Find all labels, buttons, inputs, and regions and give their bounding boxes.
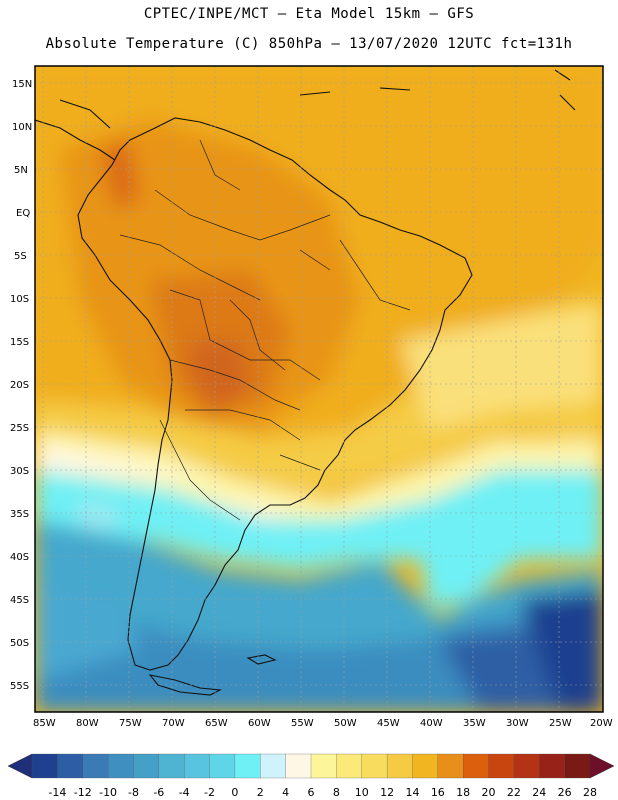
lon-label: 60W [248, 718, 271, 729]
colorbar-swatch [463, 753, 489, 779]
lat-label: 55S [10, 681, 29, 692]
temperature-field [35, 66, 603, 712]
lon-label: 40W [420, 718, 443, 729]
lon-label: 85W [33, 718, 56, 729]
lon-label: 50W [334, 718, 357, 729]
colorbar-tick-label: 6 [308, 786, 315, 799]
colorbar-swatch [184, 753, 210, 779]
colorbar-tick-label: -12 [74, 786, 92, 799]
country-borders [119, 139, 411, 521]
lon-label: 70W [162, 718, 185, 729]
lat-label: EQ [16, 208, 30, 219]
map-title-line-2: Absolute Temperature (C) 850hPa – 13/07/… [45, 36, 573, 52]
colorbar-tick-label: -2 [204, 786, 215, 799]
colorbar-swatch [539, 753, 566, 779]
colorbar-tick-label: 24 [532, 786, 546, 799]
lon-label: 75W [119, 718, 142, 729]
colorbar-swatch [437, 753, 464, 779]
lon-label: 25W [549, 718, 572, 729]
lon-axis: 85W 80W 75W 70W 65W 60W 55W 50W 45W 40W … [33, 718, 613, 729]
lat-label: 15S [10, 337, 29, 348]
colorbar-tick-label: 20 [482, 786, 496, 799]
colorbar-tick-label: 14 [405, 786, 419, 799]
lat-label: 10S [10, 294, 29, 305]
colorbar-swatch [158, 753, 185, 779]
lon-label: 20W [590, 718, 613, 729]
colorbar-tick-label: 18 [456, 786, 470, 799]
colorbar: -14 -12 -10 -8 -6 -4 -2 0 2 4 6 8 10 12 14 16 18 20 22 24 26… [7, 753, 615, 799]
colorbar-swatch [310, 753, 337, 779]
colorbar-tick-label: 12 [380, 786, 394, 799]
colorbar-tick-label: -4 [179, 786, 190, 799]
colorbar-tick-label: -14 [48, 786, 66, 799]
lat-label: 5S [14, 251, 27, 262]
colorbar-tick-label: 8 [333, 786, 340, 799]
colorbar-tick-label: 16 [431, 786, 445, 799]
colorbar-swatch [412, 753, 439, 779]
lon-label: 80W [76, 718, 99, 729]
colorbar-swatch [513, 753, 540, 779]
lon-label: 35W [463, 718, 486, 729]
colorbar-tick-label: -6 [153, 786, 164, 799]
lon-label: 55W [291, 718, 314, 729]
lat-label: 40S [10, 552, 29, 563]
colorbar-swatch [564, 753, 591, 779]
colorbar-tick-label: 4 [282, 786, 289, 799]
lat-label: 10N [12, 122, 32, 133]
lat-label: 30S [10, 466, 29, 477]
lat-label: 45S [10, 595, 29, 606]
lon-label: 45W [377, 718, 400, 729]
colorbar-tick-label: 0 [231, 786, 238, 799]
colorbar-swatch [133, 753, 160, 779]
colorbar-tick-label: 28 [583, 786, 597, 799]
colorbar-over-arrow [589, 753, 615, 779]
colorbar-swatch [285, 753, 312, 779]
colorbar-under-arrow [7, 753, 33, 779]
colorbar-tick-label: 2 [257, 786, 264, 799]
colorbar-tick-label: 26 [558, 786, 572, 799]
lat-label: 35S [10, 509, 29, 520]
colorbar-swatch [336, 753, 363, 779]
colorbar-tick-label: -8 [128, 786, 139, 799]
colorbar-swatch [209, 753, 236, 779]
lat-axis: 15N 10N 5N EQ 5S 10S 15S 20S 25S 30S 35S… [10, 79, 32, 692]
colorbar-tick-label: 10 [355, 786, 369, 799]
colorbar-tick-label: -10 [99, 786, 117, 799]
lat-label: 15N [12, 79, 32, 90]
lat-label: 5N [14, 165, 28, 176]
colorbar-swatch [386, 753, 413, 779]
colorbar-swatch [361, 753, 388, 779]
colorbar-swatch [31, 753, 58, 779]
colorbar-swatch [82, 753, 109, 779]
colorbar-swatch [260, 753, 287, 779]
colorbar-tick-label: 22 [507, 786, 521, 799]
lat-label: 25S [10, 423, 29, 434]
lon-label: 65W [205, 718, 228, 729]
colorbar-swatch [488, 753, 515, 779]
lat-label: 20S [10, 380, 29, 391]
map-frame [34, 65, 604, 713]
colorbar-swatch [107, 753, 134, 779]
colorbar-swatch [57, 753, 84, 779]
lon-label: 30W [506, 718, 529, 729]
map-title-line-1: CPTEC/INPE/MCT – Eta Model 15km – GFS [143, 6, 475, 22]
lat-label: 50S [10, 638, 29, 649]
colorbar-swatch [234, 753, 261, 779]
